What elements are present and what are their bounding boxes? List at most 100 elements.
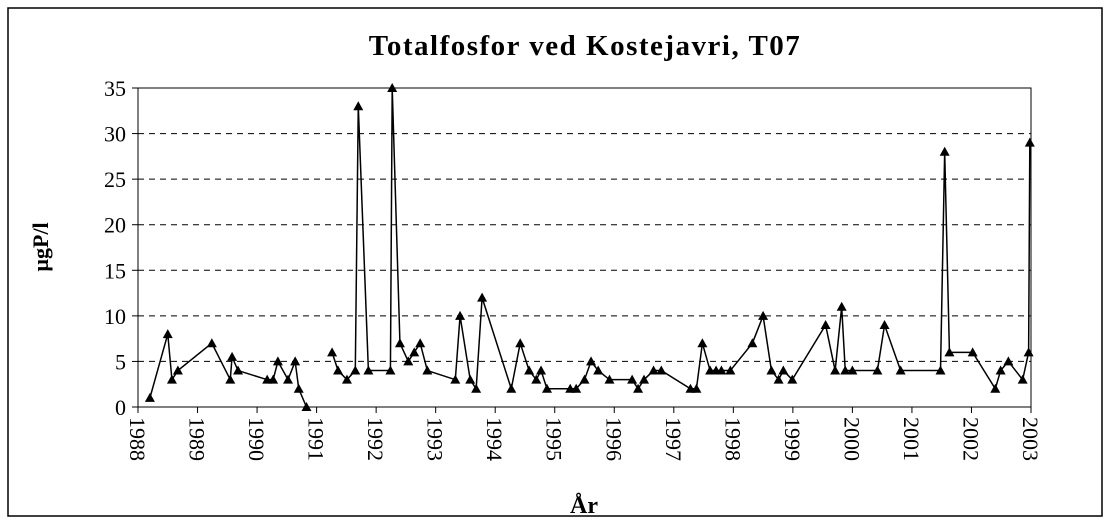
- data-point: [836, 301, 847, 311]
- data-point: [847, 365, 858, 375]
- data-point: [524, 365, 535, 375]
- data-point: [172, 365, 183, 375]
- chart-title: Totalfosfor ved Kostejavri, T07: [369, 30, 802, 62]
- data-point: [387, 83, 398, 92]
- data-point: [1003, 356, 1014, 366]
- data-point: [879, 319, 890, 329]
- data-point: [840, 365, 851, 375]
- data-point: [541, 383, 552, 393]
- x-tick-label: 2003: [1018, 417, 1043, 461]
- data-point: [944, 347, 955, 357]
- y-tick-label: 25: [104, 167, 126, 192]
- x-tick-label: 1996: [601, 417, 626, 461]
- data-point: [301, 402, 312, 411]
- data-point: [272, 356, 283, 366]
- data-point: [268, 374, 279, 384]
- data-point: [536, 365, 547, 375]
- data-point: [290, 356, 301, 366]
- data-point: [697, 338, 708, 348]
- data-point: [639, 374, 650, 384]
- x-tick-label: 1991: [304, 417, 329, 461]
- data-point: [830, 365, 841, 375]
- x-tick-label: 1988: [125, 417, 150, 461]
- y-tick-label: 10: [104, 304, 126, 329]
- y-tick-label: 35: [104, 76, 126, 101]
- data-point: [450, 374, 461, 384]
- data-point: [820, 319, 831, 329]
- data-point: [725, 365, 736, 375]
- data-point: [579, 374, 590, 384]
- data-point: [1024, 137, 1035, 147]
- x-axis-label: År: [570, 493, 598, 519]
- data-point: [939, 146, 950, 156]
- x-tick-label: 1993: [423, 417, 448, 461]
- data-point: [604, 374, 615, 384]
- data-point: [758, 310, 769, 320]
- plot-area: [138, 88, 1031, 407]
- plot-frame: [137, 87, 1032, 408]
- data-point: [327, 347, 338, 357]
- data-point: [633, 383, 644, 393]
- x-tick-label: 1989: [185, 417, 210, 461]
- data-point: [293, 383, 304, 393]
- data-point: [766, 365, 777, 375]
- data-point: [471, 383, 482, 393]
- y-tick-label: 20: [104, 213, 126, 238]
- data-point: [385, 365, 396, 375]
- y-tick-label: 5: [115, 349, 126, 374]
- x-tick-label: 1992: [363, 417, 388, 461]
- data-point: [691, 383, 702, 393]
- data-point: [455, 310, 466, 320]
- data-point: [227, 351, 238, 361]
- data-point: [586, 356, 597, 366]
- data-point: [341, 374, 352, 384]
- x-tick-label: 2002: [958, 417, 983, 461]
- data-point: [571, 383, 582, 393]
- data-point: [648, 365, 659, 375]
- y-tick-label: 30: [104, 122, 126, 147]
- data-point: [422, 365, 433, 375]
- data-point: [627, 374, 638, 384]
- data-point: [773, 374, 784, 384]
- data-point: [477, 292, 488, 302]
- data-point: [515, 338, 526, 348]
- data-point: [144, 392, 155, 402]
- data-point: [506, 383, 517, 393]
- data-point: [787, 374, 798, 384]
- data-point: [967, 347, 978, 357]
- data-point: [531, 374, 542, 384]
- data-point: [350, 365, 361, 375]
- data-point: [935, 365, 946, 375]
- x-tick-label: 1998: [720, 417, 745, 461]
- data-point: [225, 374, 236, 384]
- data-point: [403, 356, 414, 366]
- x-tick-label: 1999: [780, 417, 805, 461]
- data-point: [166, 374, 177, 384]
- data-point: [394, 338, 405, 348]
- data-point: [415, 338, 426, 348]
- data-point: [206, 338, 217, 348]
- data-point: [233, 365, 244, 375]
- data-point: [990, 383, 1001, 393]
- x-tick-label: 2001: [899, 417, 924, 461]
- data-point: [593, 365, 604, 375]
- data-point: [162, 329, 173, 339]
- data-point: [872, 365, 883, 375]
- y-tick-label: 15: [104, 258, 126, 283]
- data-point: [716, 365, 727, 375]
- data-point: [656, 365, 667, 375]
- data-point: [778, 365, 789, 375]
- data-point: [895, 365, 906, 375]
- data-point: [1023, 347, 1034, 357]
- data-point: [747, 338, 758, 348]
- data-point: [465, 374, 476, 384]
- data-point: [363, 365, 374, 375]
- y-axis-label: µgP/l: [28, 222, 53, 271]
- x-tick-label: 1990: [244, 417, 269, 461]
- data-point: [1017, 374, 1028, 384]
- y-tick-label: 0: [115, 395, 126, 420]
- x-tick-label: 1995: [542, 417, 567, 461]
- data-point: [333, 365, 344, 375]
- x-tick-label: 2000: [839, 417, 864, 461]
